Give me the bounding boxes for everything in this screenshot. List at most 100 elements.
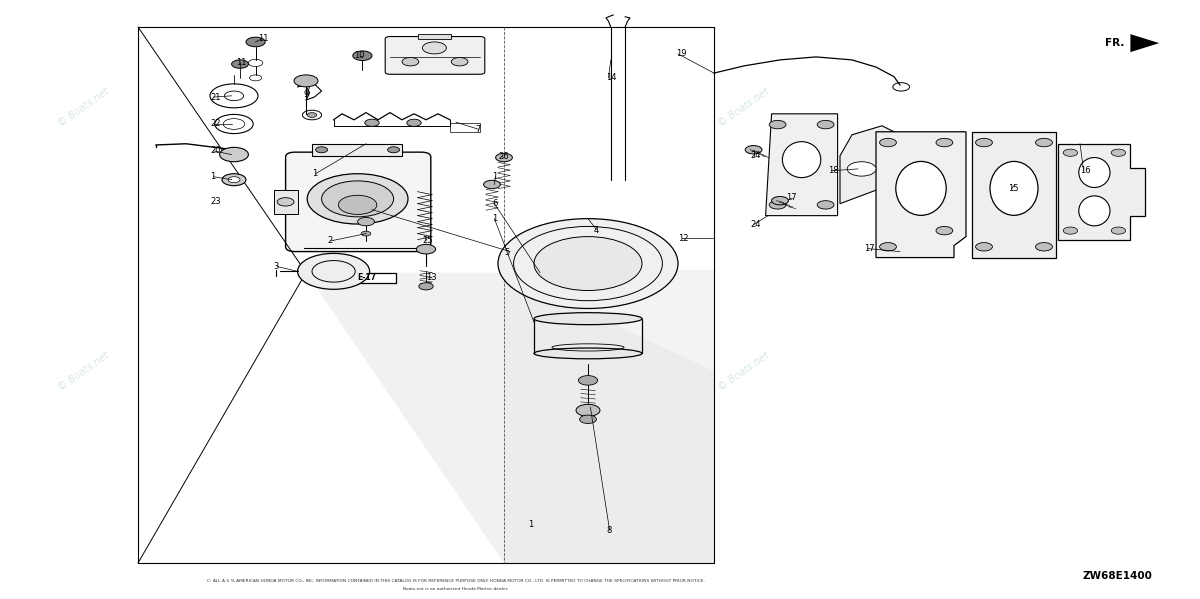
Text: 15: 15 <box>1008 184 1019 193</box>
Text: 23: 23 <box>210 197 221 207</box>
Circle shape <box>578 376 598 385</box>
Text: 10: 10 <box>354 51 365 60</box>
Circle shape <box>1063 227 1078 234</box>
Circle shape <box>402 58 419 66</box>
FancyBboxPatch shape <box>286 152 431 252</box>
Circle shape <box>847 162 876 176</box>
Text: 13: 13 <box>426 273 437 283</box>
Circle shape <box>322 181 394 217</box>
Text: 3: 3 <box>274 262 278 271</box>
Text: 1: 1 <box>210 172 215 181</box>
Text: C: ALL A 5 % AMERICAN HONDA MOTOR CO., INC. INFORMATION CONTAINED IN THIS CATALO: C: ALL A 5 % AMERICAN HONDA MOTOR CO., I… <box>208 579 704 583</box>
Text: 1: 1 <box>528 519 533 529</box>
Text: 1: 1 <box>492 214 497 223</box>
Text: 1: 1 <box>492 171 497 181</box>
Circle shape <box>277 198 294 206</box>
Text: 11: 11 <box>236 58 247 67</box>
Circle shape <box>365 119 379 126</box>
Circle shape <box>976 138 992 147</box>
Circle shape <box>419 283 433 290</box>
Text: 17: 17 <box>864 244 875 253</box>
Bar <box>504 270 714 563</box>
Text: 19: 19 <box>676 49 686 59</box>
Bar <box>312 144 402 156</box>
Circle shape <box>220 147 248 162</box>
Bar <box>274 190 298 214</box>
Polygon shape <box>1130 34 1159 52</box>
Polygon shape <box>418 34 451 39</box>
Circle shape <box>1036 138 1052 147</box>
Text: 12: 12 <box>678 234 689 243</box>
Circle shape <box>451 58 468 66</box>
Ellipse shape <box>534 348 642 359</box>
Circle shape <box>496 153 512 162</box>
Circle shape <box>976 243 992 251</box>
Text: 18: 18 <box>828 166 839 176</box>
Circle shape <box>307 174 408 224</box>
Polygon shape <box>840 126 894 204</box>
Text: 11: 11 <box>258 34 269 44</box>
Circle shape <box>880 243 896 251</box>
Circle shape <box>416 244 436 254</box>
Text: © Boats.net: © Boats.net <box>56 87 112 129</box>
Circle shape <box>422 42 446 54</box>
Circle shape <box>353 51 372 60</box>
Text: E-17: E-17 <box>358 273 377 283</box>
Circle shape <box>576 404 600 416</box>
Text: 24: 24 <box>750 151 761 161</box>
Text: 22: 22 <box>210 119 221 129</box>
Circle shape <box>772 196 788 205</box>
Ellipse shape <box>534 313 642 325</box>
Circle shape <box>769 120 786 129</box>
Circle shape <box>407 119 421 126</box>
Circle shape <box>338 195 377 214</box>
Circle shape <box>232 60 248 68</box>
Circle shape <box>745 146 762 154</box>
Ellipse shape <box>1079 196 1110 226</box>
Circle shape <box>246 37 265 47</box>
Text: 25: 25 <box>422 236 433 246</box>
Circle shape <box>817 120 834 129</box>
Circle shape <box>222 174 246 186</box>
Circle shape <box>388 147 400 153</box>
Polygon shape <box>306 273 714 563</box>
Circle shape <box>1111 149 1126 156</box>
Text: 8: 8 <box>606 525 611 535</box>
Text: 24: 24 <box>750 220 761 229</box>
Text: 14: 14 <box>606 73 617 83</box>
Circle shape <box>358 217 374 226</box>
Text: Boats.net is an authorized Honda Marine dealer.: Boats.net is an authorized Honda Marine … <box>403 588 509 591</box>
Circle shape <box>880 138 896 147</box>
Ellipse shape <box>990 161 1038 215</box>
Ellipse shape <box>895 161 947 215</box>
Circle shape <box>316 147 328 153</box>
Polygon shape <box>766 114 838 216</box>
Bar <box>338 273 396 283</box>
Text: FR.: FR. <box>1105 38 1124 48</box>
Text: 7: 7 <box>475 125 480 134</box>
Text: 20: 20 <box>210 146 221 156</box>
Text: 2: 2 <box>328 236 332 246</box>
Bar <box>450 123 480 132</box>
Bar <box>972 132 1056 258</box>
Circle shape <box>294 75 318 87</box>
Text: 5: 5 <box>504 248 509 258</box>
Text: 17: 17 <box>786 193 797 202</box>
Circle shape <box>1036 243 1052 251</box>
Circle shape <box>361 231 371 236</box>
Text: 6: 6 <box>492 199 497 208</box>
Text: © Boats.net: © Boats.net <box>716 87 772 129</box>
Ellipse shape <box>782 141 821 177</box>
Circle shape <box>298 253 370 289</box>
Circle shape <box>1063 149 1078 156</box>
Text: © Boats.net: © Boats.net <box>56 350 112 392</box>
Text: 26: 26 <box>498 152 509 161</box>
Circle shape <box>580 415 596 423</box>
Text: ZW68E1400: ZW68E1400 <box>1082 571 1152 581</box>
Circle shape <box>1111 227 1126 234</box>
Text: 9: 9 <box>304 90 308 99</box>
Polygon shape <box>876 132 966 258</box>
Circle shape <box>228 177 240 183</box>
Circle shape <box>936 226 953 235</box>
Circle shape <box>817 201 834 209</box>
